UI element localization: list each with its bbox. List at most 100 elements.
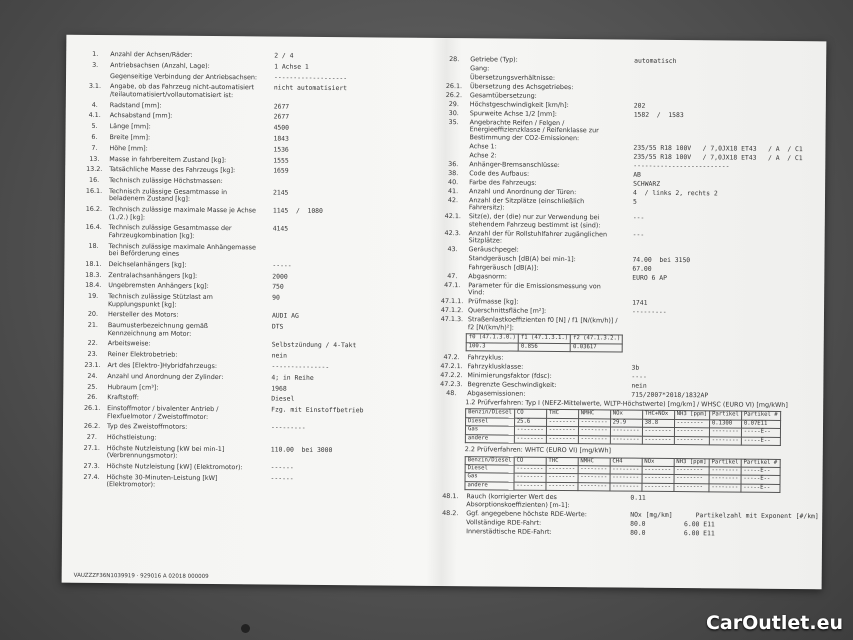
field-number: 13.2.	[86, 165, 103, 174]
field-row: 3. Antriebsachsen (Anzahl, Lage): 1 Achse …	[80, 60, 425, 72]
table-cell: --------	[641, 474, 674, 484]
spacer	[436, 264, 468, 272]
field-value: ------	[270, 474, 294, 483]
table-cell: --------	[673, 474, 709, 484]
field-label: Masse in fahrbereitem Zustand [kg]:	[109, 154, 227, 164]
field-value: 1 Achse 1	[274, 62, 309, 71]
field-value: ---------	[270, 423, 306, 433]
screw	[241, 624, 250, 633]
field-number: 42.	[447, 195, 459, 204]
field-row: 16. Technisch zulässige Höchstmassen:	[79, 176, 424, 187]
field-row: Gegenseitige Verbindung der Antriebsachs…	[80, 72, 425, 82]
field-value: ----	[631, 372, 647, 381]
field-row: 23. Reiner Elektrobetrieb: nein	[78, 350, 423, 361]
field-value: Selbstzündung / 4-Takt	[271, 340, 357, 350]
header-cell: CO	[513, 456, 546, 466]
field-label: Gegenseitige Verbindung der Antriebsachs…	[110, 71, 258, 81]
field-value: 90	[272, 293, 280, 302]
table-cell: -----E--	[741, 436, 780, 446]
table-cell: -----E--	[741, 428, 780, 438]
table-cell: --------	[578, 435, 611, 445]
header-cell: NH3 [ppm]	[673, 458, 710, 467]
left-page: 1. Anzahl der Achsen/Räder: 2 / 4 3. Antrieb…	[74, 50, 425, 580]
field-value: 1555	[273, 156, 289, 165]
field-row: 4.1. Achsabstand [mm]: 2677	[80, 111, 425, 122]
field-number: 19.	[87, 292, 99, 301]
field-number: 26.2.	[445, 91, 463, 100]
field-number: 27.	[86, 433, 98, 442]
table-cell: --------	[708, 466, 741, 476]
field-label: Höchste Nutzleistung [kW] (Elektromotor)…	[106, 462, 243, 472]
table-cell: --------	[708, 475, 741, 484]
field-number: 47.1.2.	[440, 306, 464, 315]
field-value: 80.0 6.00 E11	[630, 528, 715, 537]
field-row: 27.3. Höchste Nutzleistung [kW] (Elektrom…	[77, 462, 422, 473]
table-cell: -----E--	[740, 483, 780, 493]
field-value: 1843	[273, 134, 289, 143]
field-label: Reiner Elektrobetrieb:	[107, 350, 178, 359]
field-row: 27.1. Höchste Nutzleistung [kW bei min-1]…	[77, 444, 422, 463]
spacer	[436, 255, 468, 263]
field-row: 16.1. Technisch zulässige Gesamtmasse in …	[79, 187, 424, 206]
field-number: 38.	[448, 168, 459, 177]
field-row: 19. Technisch zulässige Stützlast am Kupp…	[78, 292, 423, 311]
table-cell: --------	[546, 426, 579, 436]
field-row: 26.1. Einstoffmotor / bivalenter Antrieb …	[77, 404, 422, 423]
field-label: Anzahl der für Rollstuhlfahrer zugänglic…	[468, 228, 608, 245]
field-value: 4500	[273, 123, 290, 132]
table-cell: --------	[709, 428, 742, 437]
field-label: Höhe [mm]:	[109, 143, 148, 153]
field-value: nicht automatisiert	[273, 83, 348, 93]
field-label: Technisch zulässige maximale Masse je Ac…	[108, 205, 256, 221]
field-value: 1659	[273, 166, 289, 176]
field-row: 16.4. Technisch zulässige Gesamtmasse der…	[79, 223, 424, 242]
header-cell: THC	[546, 409, 579, 419]
header-cell: NOx	[641, 457, 674, 467]
header-cell: NH3 [ppm]	[674, 410, 710, 420]
field-number: 47.	[447, 272, 458, 281]
table-cell: Gas	[465, 425, 515, 435]
field-number: 47.2.2.	[440, 371, 463, 380]
table-cell: --------	[545, 482, 578, 491]
field-number: 27.3.	[83, 462, 100, 471]
header-cell: f0 (47.1.3.0.)	[466, 333, 519, 343]
field-value: Diesel	[271, 394, 295, 404]
field-label: Typ des Zweistoffmotors:	[106, 422, 188, 432]
header-cell: CO	[514, 409, 547, 419]
field-row: 18.1. Deichselanhängers [kg]: -----	[78, 259, 423, 271]
table-cell: --------	[609, 465, 642, 475]
field-value: 5	[632, 197, 637, 206]
spacer	[80, 72, 110, 80]
table-cell: 29.9	[610, 418, 643, 428]
table-cell: --------	[609, 435, 643, 445]
table-cell: --------	[577, 465, 610, 475]
spacer	[434, 527, 466, 535]
field-value: -------------------------	[633, 161, 730, 171]
field-label: Vollständige RDE-Fahrt:	[466, 517, 542, 527]
field-number: 16.2.	[85, 205, 103, 214]
table-row: 100.3 0.856 0.03617	[466, 342, 623, 353]
field-label: Hersteller des Motors:	[107, 310, 179, 320]
field-label: Rauch (korrigierter Wert des Absorptions…	[466, 492, 570, 509]
table-cell: --------	[609, 482, 642, 492]
field-value: EURO 6 AP	[632, 273, 667, 282]
field-label: Höchstleistung:	[106, 433, 157, 442]
field-number: 27.4.	[83, 472, 100, 481]
field-number: 18.4.	[85, 281, 102, 290]
table-cell: --------	[578, 418, 611, 428]
table-cell: Gas	[465, 473, 514, 482]
field-number: 47.2.	[443, 353, 460, 362]
field-row: 13.2. Tatsächliche Masse des Fahrzeugs [k…	[79, 165, 424, 176]
field-number: 47.1.3.	[440, 315, 464, 324]
table-cell: --------	[513, 481, 546, 491]
field-label: Anzahl der Sitzplätze (einschließlich Fa…	[468, 196, 585, 212]
field-number: 18.1.	[85, 259, 102, 268]
field-value: 1145 / 1080	[272, 206, 323, 216]
field-label: Art des [Elektro-]Hybridfahrzeugs:	[107, 361, 218, 370]
header-cell: Benzin/Diesel	[465, 409, 515, 418]
field-number: 26.1.	[445, 82, 463, 91]
field-row: 26.2. Typ des Zweistoffmotors: ---------	[77, 422, 422, 433]
table-cell: --------	[577, 473, 610, 483]
field-number: 22.	[87, 339, 98, 348]
field-number: 3.	[92, 60, 99, 69]
